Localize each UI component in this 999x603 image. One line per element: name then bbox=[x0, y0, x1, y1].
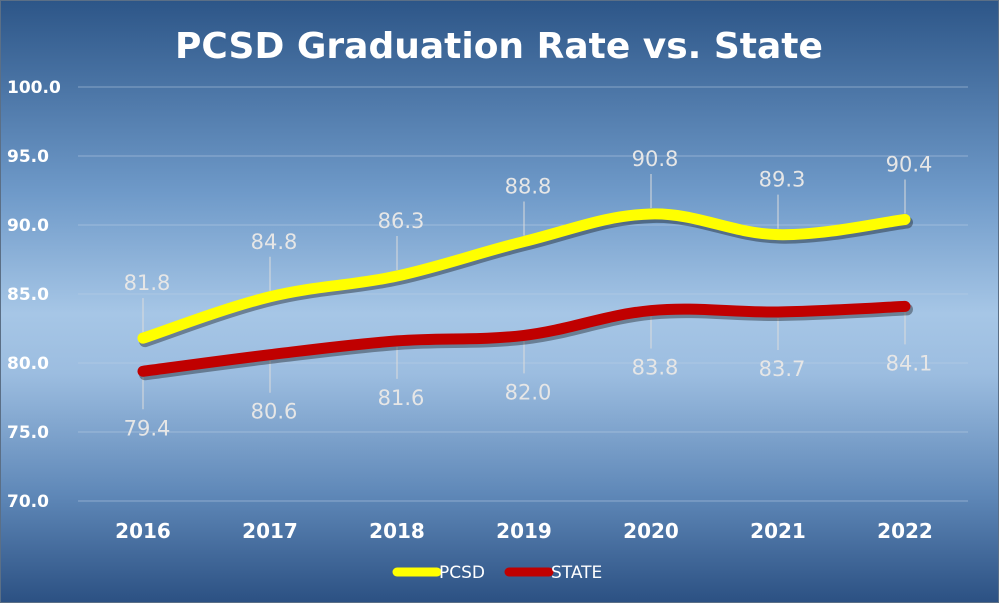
y-axis: 70.0 75.0 80.0 85.0 90.0 95.0 100.0 bbox=[7, 78, 61, 512]
x-tick-label: 2017 bbox=[242, 519, 298, 543]
legend: PCSD STATE bbox=[392, 563, 602, 583]
data-label-pcsd: 81.8 bbox=[124, 271, 171, 295]
x-tick-label: 2016 bbox=[115, 519, 171, 543]
y-tick-label: 80.0 bbox=[7, 354, 49, 374]
data-label-state: 82.0 bbox=[505, 380, 552, 404]
x-tick-label: 2020 bbox=[623, 519, 679, 543]
data-label-state: 83.7 bbox=[759, 357, 806, 381]
series-line-state bbox=[137, 300, 911, 377]
data-label-state: 80.6 bbox=[251, 400, 298, 424]
series-line-pcsd bbox=[137, 208, 911, 344]
data-label-pcsd: 90.8 bbox=[632, 147, 679, 171]
data-label-pcsd: 90.4 bbox=[886, 152, 933, 176]
x-tick-label: 2022 bbox=[877, 519, 933, 543]
data-label-pcsd: 88.8 bbox=[505, 175, 552, 199]
data-label-leader-lines bbox=[142, 173, 906, 410]
legend-label-state: STATE bbox=[551, 563, 602, 583]
data-labels: 81.8 84.8 86.3 88.8 90.8 89.3 90.4 79.4 80.6 81.6… bbox=[124, 147, 933, 440]
x-axis: 2016 2017 2018 2019 2020 2021 2022 bbox=[115, 519, 933, 543]
y-tick-label: 70.0 bbox=[7, 492, 49, 512]
y-tick-label: 75.0 bbox=[7, 423, 49, 443]
data-label-state: 81.6 bbox=[378, 386, 425, 410]
gridlines bbox=[78, 86, 968, 502]
x-tick-label: 2018 bbox=[369, 519, 425, 543]
y-tick-label: 100.0 bbox=[7, 78, 61, 98]
data-label-pcsd: 86.3 bbox=[378, 209, 425, 233]
data-label-state: 79.4 bbox=[124, 416, 171, 440]
x-tick-label: 2019 bbox=[496, 519, 552, 543]
chart-title: PCSD Graduation Rate vs. State bbox=[175, 26, 823, 67]
legend-label-pcsd: PCSD bbox=[439, 563, 485, 583]
data-label-pcsd: 84.8 bbox=[251, 230, 298, 254]
data-label-state: 83.8 bbox=[632, 356, 679, 380]
series-lines bbox=[137, 208, 913, 381]
y-tick-label: 85.0 bbox=[7, 285, 49, 305]
y-tick-label: 95.0 bbox=[7, 147, 49, 167]
x-tick-label: 2021 bbox=[750, 519, 806, 543]
y-tick-label: 90.0 bbox=[7, 216, 49, 236]
data-label-state: 84.1 bbox=[886, 351, 933, 375]
data-label-pcsd: 89.3 bbox=[759, 168, 806, 192]
